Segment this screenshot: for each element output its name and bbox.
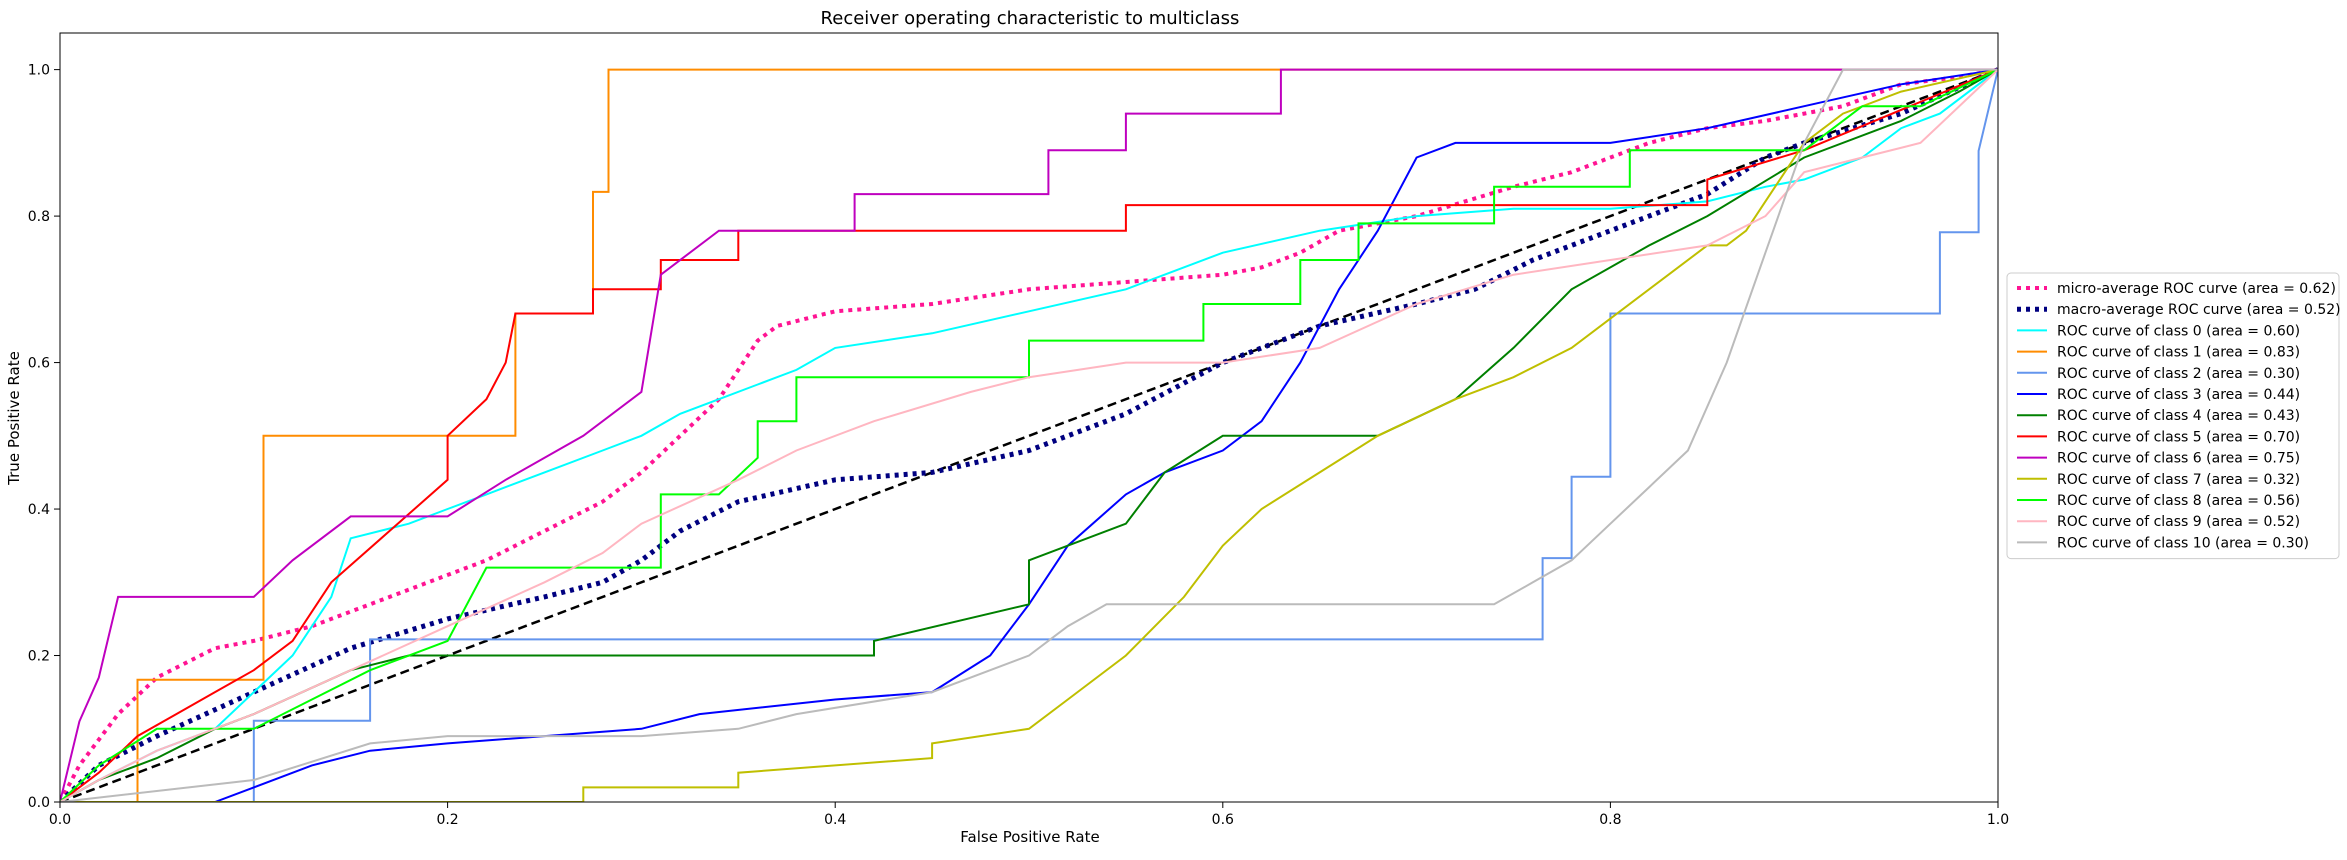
series-line-4 [60,69,1998,802]
x-tick-label-1: 0.2 [436,812,458,828]
series-line-10 [60,68,1998,802]
y-tick-label-0: 0.0 [28,795,50,811]
y-tick-label-5: 1.0 [28,63,50,79]
legend-label-3: ROC curve of class 1 (area = 0.83) [2057,345,2300,361]
y-tick-label-3: 0.6 [28,356,50,372]
y-tick-label-2: 0.4 [28,502,50,518]
series-line-12 [60,68,1998,802]
x-tick-label-0: 0.0 [49,812,71,828]
x-axis-label: False Positive Rate [960,828,1099,846]
y-tick-label-1: 0.2 [28,649,50,665]
plot-frame [59,32,1999,803]
series-line-9 [60,68,1998,802]
legend-label-1: macro-average ROC curve (area = 0.52) [2057,302,2341,318]
legend-label-10: ROC curve of class 8 (area = 0.56) [2057,493,2300,509]
x-tick-label-3: 0.6 [1212,812,1234,828]
y-axis-label: True Positive Rate [5,351,23,486]
plot-area: 0.0 0.2 0.4 0.6 0.8 1.0 0.0 0.2 0.4 0.6 0.8 1.0 [28,32,2009,828]
legend-label-7: ROC curve of class 5 (area = 0.70) [2057,429,2300,445]
series-line-3 [60,68,1998,802]
x-tick-label-4: 0.8 [1599,812,1621,828]
chart-title: Receiver operating characteristic to mul… [821,8,1240,29]
chance-line [60,68,1998,802]
legend-label-6: ROC curve of class 4 (area = 0.43) [2057,408,2300,424]
legend-label-8: ROC curve of class 6 (area = 0.75) [2057,451,2300,467]
legend-label-4: ROC curve of class 2 (area = 0.30) [2057,366,2300,382]
legend-label-11: ROC curve of class 9 (area = 0.52) [2057,514,2300,530]
legend-box [2006,272,2340,560]
series-line-8 [60,68,1998,802]
x-tick-label-5: 1.0 [1987,812,2009,828]
series-line-1 [60,67,1998,802]
x-tick-label-2: 0.4 [824,812,846,828]
legend-label-12: ROC curve of class 10 (area = 0.30) [2057,535,2309,551]
y-tick-label-4: 0.8 [28,209,50,225]
legend-label-9: ROC curve of class 7 (area = 0.32) [2057,472,2300,488]
legend-label-5: ROC curve of class 3 (area = 0.44) [2057,387,2300,403]
series-line-2 [60,68,1998,802]
curves-group [60,67,1998,802]
legend-label-2: ROC curve of class 0 (area = 0.60) [2057,323,2300,339]
series-line-7 [60,68,1998,802]
series-line-5 [60,68,1998,802]
series-line-11 [60,68,1998,802]
legend: micro-average ROC curve (area = 0.62) mac… [2006,272,2341,560]
legend-label-0: micro-average ROC curve (area = 0.62) [2057,281,2336,297]
